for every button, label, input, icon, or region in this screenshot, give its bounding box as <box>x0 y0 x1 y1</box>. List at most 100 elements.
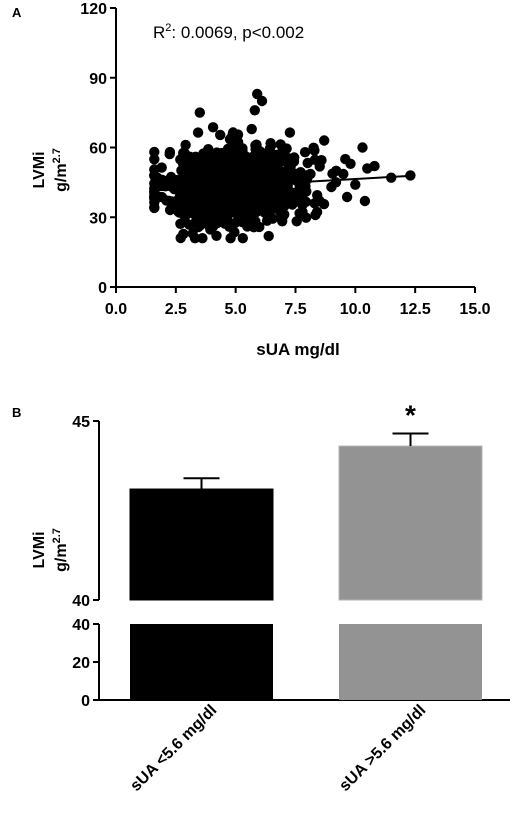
scatter-point <box>405 170 416 181</box>
scatter-point <box>273 197 284 208</box>
scatter-y-tick-label: 60 <box>89 141 107 158</box>
scatter-point <box>326 181 337 193</box>
scatter-point <box>318 198 330 210</box>
scatter-point <box>248 166 259 177</box>
scatter-point <box>340 153 351 165</box>
scatter-point <box>212 172 223 184</box>
scatter-point <box>149 185 160 197</box>
scatter-point <box>187 167 198 178</box>
bar-category-label: sUA >5.6 mg/dl <box>336 702 429 795</box>
scatter-points <box>149 88 416 244</box>
scatter-point <box>215 129 226 141</box>
scatter-point <box>272 158 283 169</box>
scatter-y-tick-label: 30 <box>89 210 107 227</box>
scatter-point <box>276 211 288 223</box>
bar-y-axis-unit: g/m2.7 <box>51 528 70 572</box>
scatter-point <box>289 152 300 163</box>
scatter-point <box>192 209 203 220</box>
scatter-point <box>281 184 292 195</box>
scatter-point <box>172 194 184 206</box>
scatter-point <box>246 123 257 135</box>
scatter-point <box>205 183 217 195</box>
scatter-point <box>230 217 241 228</box>
scatter-point <box>223 176 234 187</box>
scatter-point <box>190 197 201 208</box>
scatter-point <box>357 142 368 153</box>
scatter-point <box>291 171 303 182</box>
scatter-point <box>276 147 287 158</box>
scatter-point <box>176 174 187 186</box>
r-squared-exponent: 2 <box>165 22 171 34</box>
scatter-point <box>164 148 175 160</box>
panel-a-label: A <box>12 5 22 20</box>
scatter-point <box>149 154 160 165</box>
scatter-point <box>244 191 256 202</box>
bar-y-axis-title: LVMi g/m2.7 <box>31 528 70 572</box>
scatter-point <box>187 228 198 239</box>
scatter-x-tick-label: 0.0 <box>105 301 127 318</box>
scatter-point <box>149 170 160 181</box>
scatter-point <box>237 161 249 172</box>
bars: * <box>129 400 483 700</box>
scatter-x-tick-label: 12.5 <box>400 301 431 318</box>
scatter-point <box>156 191 168 203</box>
scatter-point <box>156 162 167 173</box>
scatter-point <box>229 227 240 238</box>
scatter-point <box>369 160 380 172</box>
scatter-point <box>297 206 308 218</box>
scatter-point <box>196 172 207 183</box>
scatter-point <box>179 147 190 159</box>
scatter-point <box>184 176 196 187</box>
scatter-point <box>175 218 186 229</box>
panel-b: B LVMi g/m2.7 40 45 0 20 40 * sUA <5.6 mg/dl… <box>12 400 510 795</box>
scatter-point <box>163 174 174 186</box>
scatter-point <box>232 204 243 215</box>
scatter-point <box>299 147 311 158</box>
scatter-point <box>265 138 276 149</box>
panel-b-label: B <box>12 405 21 420</box>
scatter-y-tick-label: 0 <box>98 280 107 297</box>
scatter-point <box>285 161 296 172</box>
scatter-point <box>291 216 302 227</box>
scatter-point <box>301 174 313 185</box>
scatter-point <box>331 165 342 176</box>
scatter-point <box>149 202 160 214</box>
scatter-x-tick-label: 15.0 <box>459 301 490 318</box>
regression-line <box>154 174 411 192</box>
scatter-point <box>184 219 195 230</box>
scatter-y-axis-title: LVMi g/m2.7 <box>31 148 70 192</box>
scatter-point <box>309 198 320 209</box>
bar-y-ticks: 40 45 0 20 40 <box>72 414 99 710</box>
scatter-point <box>256 95 268 107</box>
scatter-point <box>316 155 327 166</box>
bar-category-labels: sUA <5.6 mg/dl sUA >5.6 mg/dl <box>127 702 429 795</box>
scatter-x-axis-label: sUA mg/dl <box>256 340 339 359</box>
scatter-point <box>224 134 236 145</box>
scatter-point <box>257 148 268 160</box>
scatter-point <box>260 192 271 203</box>
bar-y-tick-label: 20 <box>72 655 90 672</box>
bar-y-unit-base: g/m <box>53 543 70 571</box>
bar-y-axis-label: LVMi <box>31 531 48 568</box>
scatter-point <box>359 195 371 207</box>
bar-y-tick-label: 0 <box>81 693 90 710</box>
scatter-point <box>249 105 260 116</box>
scatter-point <box>237 233 248 244</box>
scatter-point <box>219 209 230 220</box>
scatter-point <box>192 127 204 138</box>
bar-y-tick-label: 40 <box>72 593 90 610</box>
scatter-y-ticks: 0 30 60 90 120 <box>80 1 116 297</box>
scatter-y-tick-label: 120 <box>80 1 107 18</box>
scatter-y-axis-unit: g/m2.7 <box>51 148 70 192</box>
scatter-point <box>223 151 234 162</box>
panel-a: A LVMi g/m2.7 0 30 60 90 120 0.0 2.5 5.0 7.5 10.… <box>12 1 491 359</box>
scatter-point <box>263 230 274 242</box>
scatter-y-unit-base: g/m <box>53 163 70 191</box>
scatter-point <box>177 203 188 214</box>
scatter-point <box>175 232 186 244</box>
scatter-point <box>182 191 193 202</box>
scatter-y-unit-exponent: 2.7 <box>51 148 63 163</box>
scatter-point <box>180 139 191 151</box>
bar-y-tick-label: 45 <box>72 414 90 431</box>
scatter-x-ticks: 0.0 2.5 5.0 7.5 10.0 12.5 15.0 <box>105 287 491 318</box>
